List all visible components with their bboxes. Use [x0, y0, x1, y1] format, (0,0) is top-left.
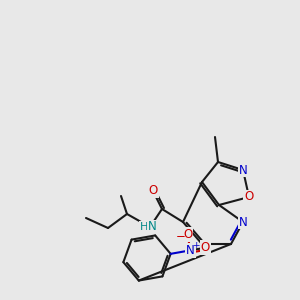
Text: H: H — [140, 222, 148, 232]
Text: −: − — [176, 230, 185, 243]
Text: O: O — [183, 228, 192, 241]
Text: O: O — [148, 184, 158, 197]
Text: O: O — [244, 190, 253, 203]
Text: O: O — [200, 241, 210, 254]
Text: +: + — [192, 241, 199, 250]
Text: N: N — [186, 244, 195, 257]
Text: N: N — [238, 164, 247, 176]
Text: N: N — [148, 220, 156, 233]
Text: N: N — [238, 215, 247, 229]
